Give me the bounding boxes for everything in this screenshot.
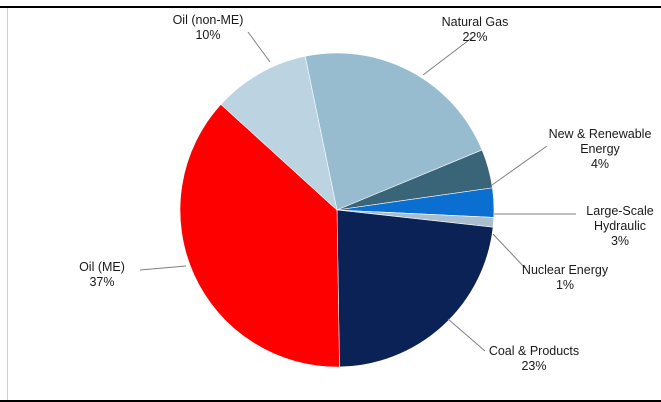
pie-slice-oil-me (179, 103, 340, 368)
slice-name-line: Oil (non-ME) (173, 13, 244, 27)
slice-name-line: Large-Scale (586, 204, 653, 218)
slice-percent: 3% (611, 234, 629, 248)
bottom-border (0, 400, 661, 402)
leader-line-coal-products (447, 318, 486, 352)
slice-label-nuclear-energy: Nuclear Energy 1% (522, 263, 609, 292)
leader-line-oil-non-me (247, 31, 271, 63)
pie-slice-coal-products (336, 209, 494, 368)
leader-lines (139, 31, 576, 352)
top-border (0, 6, 661, 8)
slice-label-large-scale-hydraulic: Large-Scale Hydraulic 3% (586, 204, 653, 248)
slice-name-line: Energy (580, 142, 620, 156)
slice-label-oil-non-me: Oil (non-ME) 10% (173, 13, 244, 42)
slice-label-new-renewable-energy: New & Renewable Energy 4% (549, 127, 652, 171)
slice-percent: 37% (89, 275, 114, 289)
slice-label-oil-me: Oil (ME) 37% (79, 260, 125, 289)
slice-percent: 23% (521, 359, 546, 373)
pie-slices (179, 52, 495, 368)
leader-line-natural-gas (422, 36, 474, 76)
pie-slice-oil-non-me (220, 55, 338, 211)
slice-labels: Natural Gas 22% New & Renewable Energy 4% Lar… (79, 13, 654, 373)
slice-name-line: Hydraulic (594, 219, 646, 233)
pie-slice-natural-gas (304, 52, 483, 211)
slice-name-line: Natural Gas (442, 15, 509, 29)
slice-name-line: Coal & Products (489, 344, 579, 358)
leader-line-new-renewable-energy (491, 145, 548, 186)
slice-name-line: Oil (ME) (79, 260, 125, 274)
slice-name-line: New & Renewable (549, 127, 652, 141)
slice-label-natural-gas: Natural Gas 22% (442, 15, 509, 44)
leader-line-oil-me (139, 265, 187, 271)
leader-line-nuclear-energy (492, 233, 526, 269)
left-border (7, 8, 8, 400)
slice-percent: 4% (591, 157, 609, 171)
slice-percent: 1% (556, 278, 574, 292)
slice-label-coal-products: Coal & Products 23% (489, 344, 579, 373)
slice-name-line: Nuclear Energy (522, 263, 609, 277)
slice-percent: 10% (195, 28, 220, 42)
slice-percent: 22% (462, 30, 487, 44)
